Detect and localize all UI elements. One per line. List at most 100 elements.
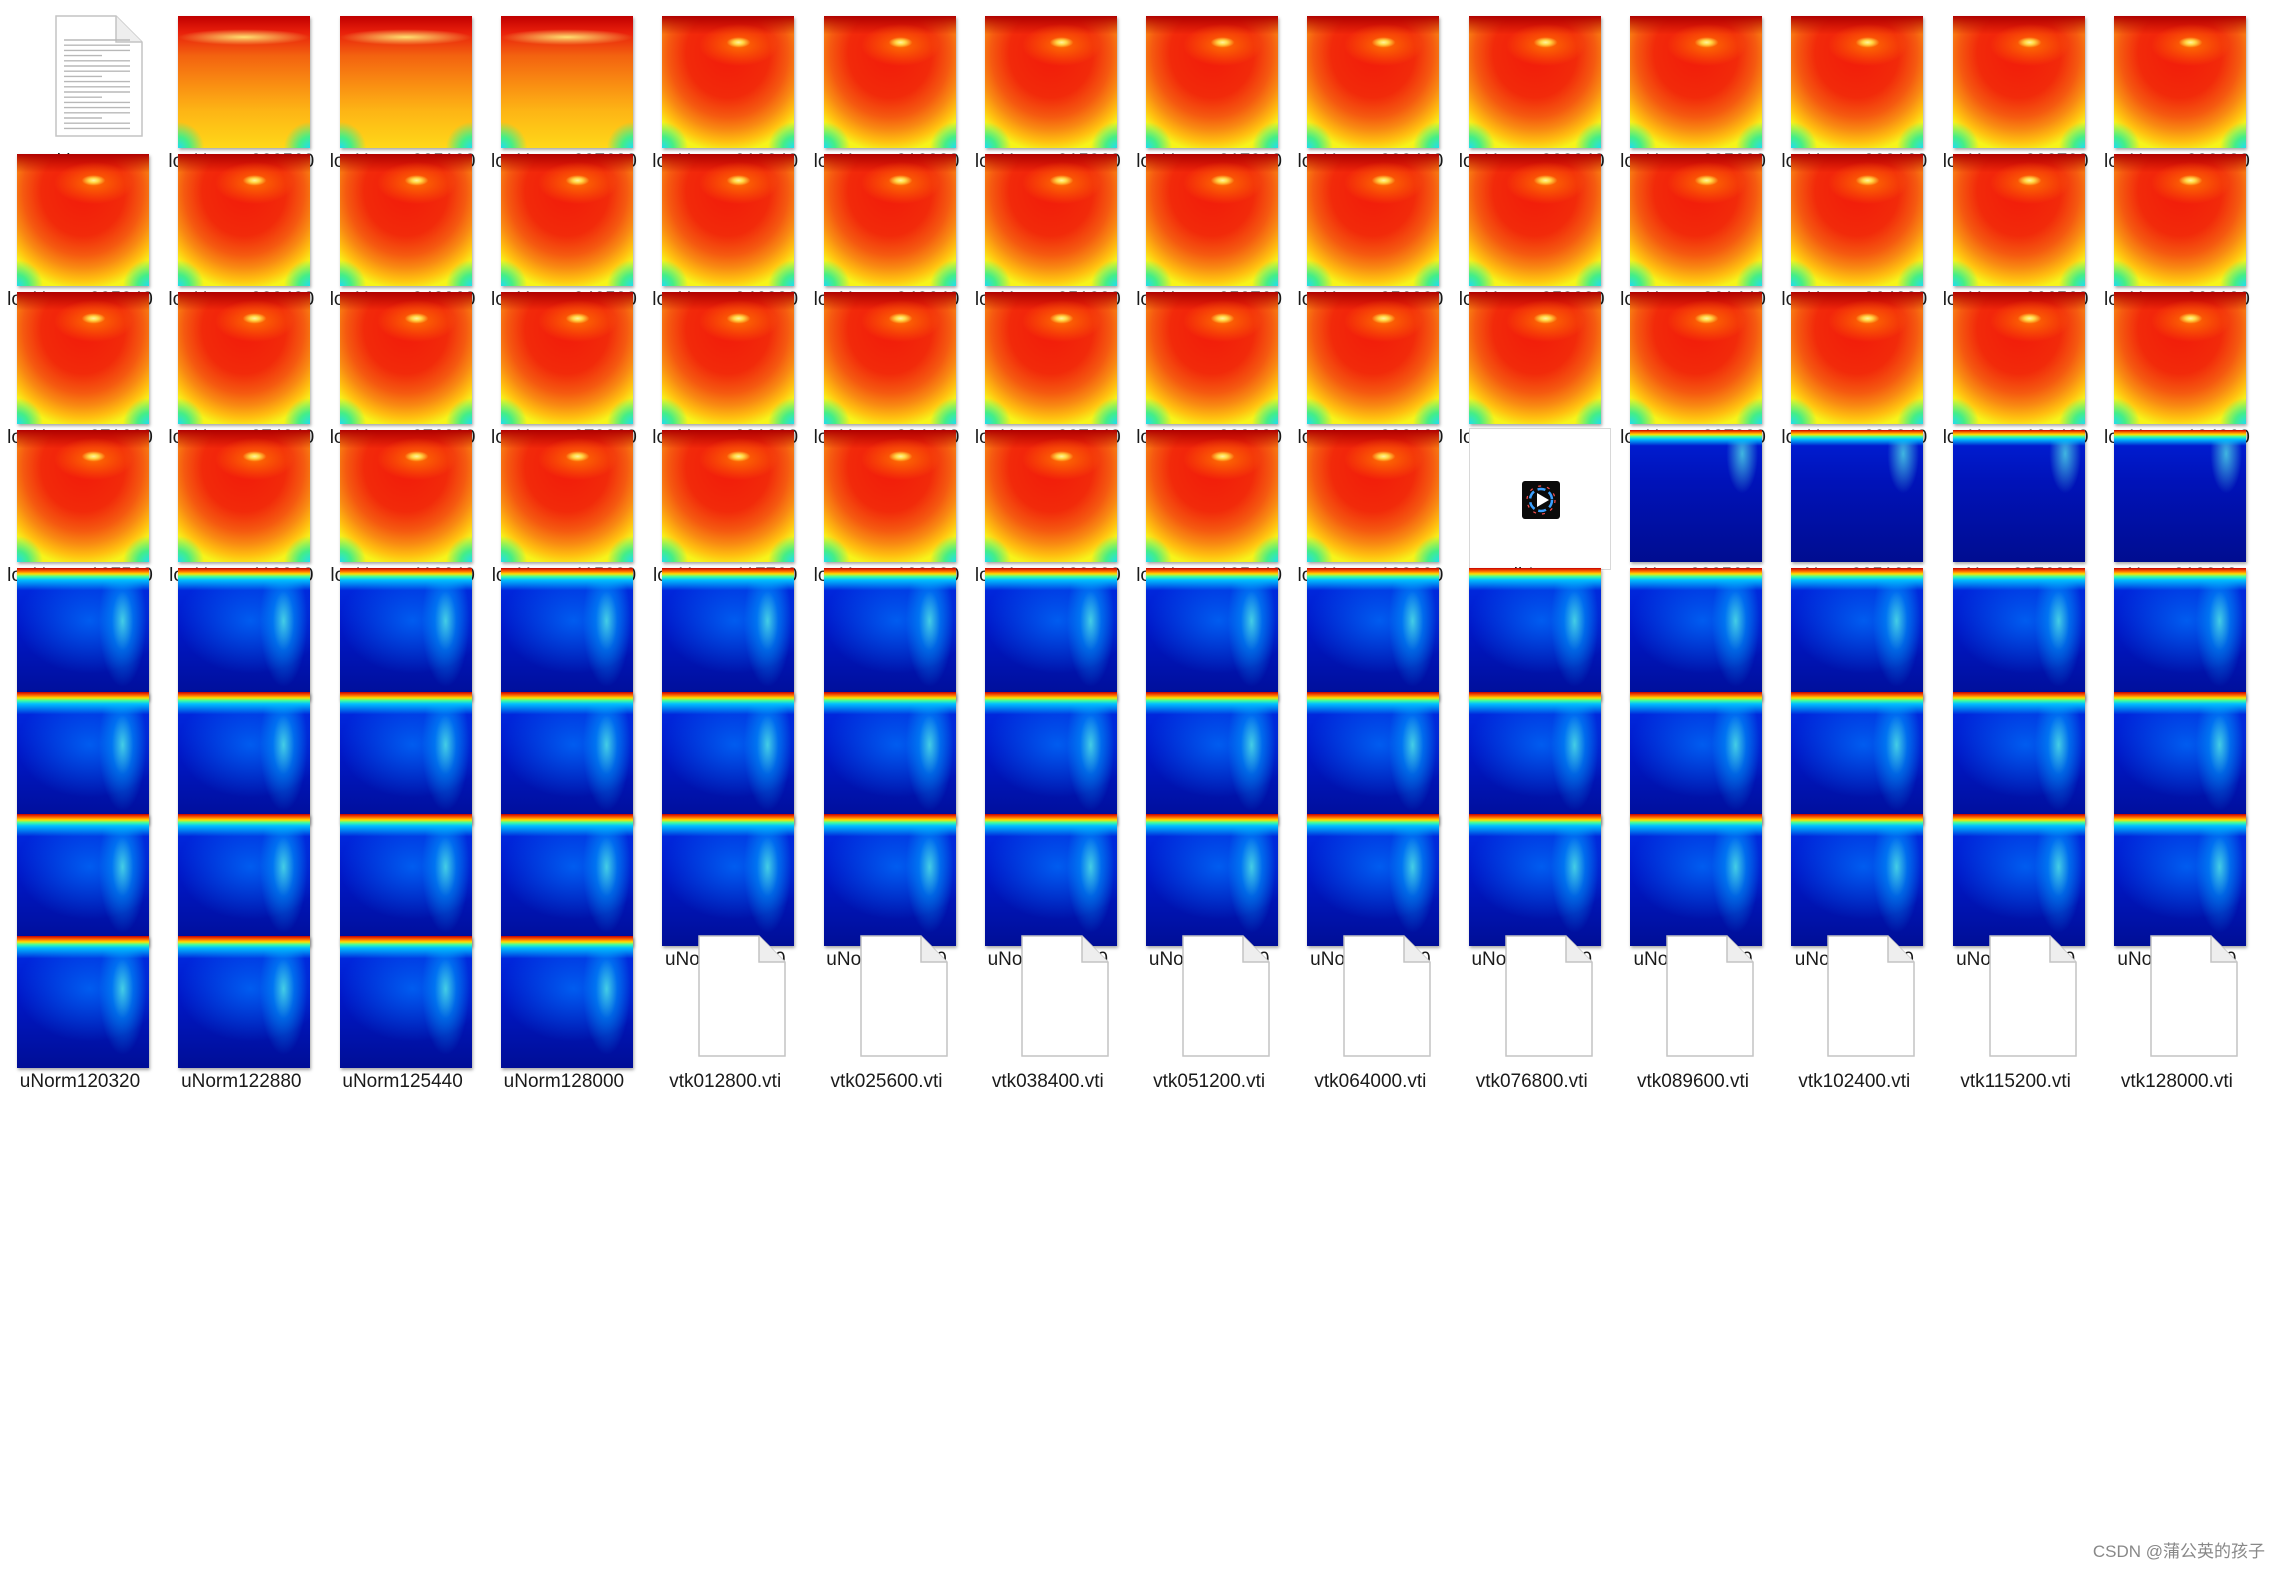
image-thumbnail: [500, 16, 633, 148]
file-item[interactable]: vtk128000.vti: [2097, 920, 2257, 1110]
image-thumbnail: [500, 814, 633, 946]
image-thumbnail: [1468, 568, 1601, 700]
image-thumbnail: [178, 692, 311, 824]
image-thumbnail: [1630, 430, 1762, 562]
image-thumbnail: [17, 568, 149, 700]
image-thumbnail: [1952, 568, 2085, 700]
image-thumbnail: [823, 292, 956, 424]
file-item[interactable]: vtk012800.vti: [645, 920, 805, 1110]
image-thumbnail: [500, 568, 633, 700]
image-thumbnail: [1952, 16, 2085, 148]
file-name-label: vtk064000.vti: [1314, 1071, 1427, 1092]
file-item[interactable]: logUnorm028160: [1774, 0, 1934, 190]
file-item[interactable]: uNorm115200: [1936, 798, 2096, 988]
file-item[interactable]: vtk025600.vti: [807, 920, 967, 1110]
image-thumbnail: [500, 154, 633, 286]
blank-file-icon: [1177, 934, 1273, 1060]
file-item[interactable]: logUnorm012800: [807, 0, 967, 190]
image-thumbnail: [1791, 814, 1924, 946]
image-thumbnail: [1791, 430, 1924, 562]
blank-file-icon: [1500, 934, 1596, 1060]
image-thumbnail: [178, 154, 311, 286]
image-thumbnail: [178, 814, 311, 946]
blank-file-icon: [693, 934, 789, 1060]
image-thumbnail: [339, 292, 472, 424]
file-item[interactable]: vtk064000.vti: [1290, 920, 1450, 1110]
image-thumbnail: [2113, 814, 2246, 946]
image-thumbnail: [339, 430, 472, 562]
image-thumbnail: [984, 692, 1117, 824]
image-thumbnail: [1146, 568, 1279, 700]
image-thumbnail: [17, 936, 149, 1068]
blank-file-icon: [1822, 934, 1918, 1060]
file-item[interactable]: uNorm128000: [484, 920, 644, 1110]
image-thumbnail: [1307, 16, 1440, 148]
image-thumbnail: [662, 430, 795, 562]
image-thumbnail: [17, 814, 149, 946]
file-item[interactable]: logUnorm128000: [1290, 414, 1450, 604]
image-thumbnail: [984, 430, 1117, 562]
image-thumbnail: [984, 568, 1117, 700]
image-thumbnail: [1307, 154, 1440, 286]
image-thumbnail: [823, 814, 956, 946]
file-item[interactable]: uNorm110080: [1613, 798, 1773, 988]
file-item[interactable]: uNorm046080: [2097, 552, 2257, 742]
file-item[interactable]: logUnorm020480: [1290, 0, 1450, 190]
image-thumbnail: [1146, 292, 1279, 424]
file-item[interactable]: plbLog: [1452, 414, 1612, 604]
image-thumbnail: [500, 292, 633, 424]
image-thumbnail: [17, 292, 149, 424]
image-thumbnail: [339, 692, 472, 824]
image-thumbnail: [1630, 154, 1762, 286]
file-item[interactable]: logUnorm069120: [2097, 138, 2257, 328]
file-item[interactable]: logUnorm087040: [968, 276, 1128, 466]
image-thumbnail: [1307, 430, 1440, 562]
blank-file-icon: [1016, 934, 1112, 1060]
image-thumbnail: [662, 692, 795, 824]
blank-file-icon: [855, 934, 951, 1060]
image-thumbnail: [823, 692, 956, 824]
file-item[interactable]: logUnorm097280: [1613, 276, 1773, 466]
blank-file-icon: [2145, 934, 2241, 1060]
file-item[interactable]: vtk089600.vti: [1613, 920, 1773, 1110]
file-item[interactable]: uNorm074240: [1613, 676, 1773, 866]
image-thumbnail: [1952, 292, 2085, 424]
image-thumbnail: [178, 568, 311, 700]
file-name-label: vtk038400.vti: [991, 1071, 1104, 1092]
image-thumbnail: [1468, 154, 1601, 286]
image-thumbnail: [339, 154, 472, 286]
file-item[interactable]: logUnorm010240: [645, 0, 805, 190]
file-item[interactable]: uNorm120320: [0, 920, 160, 1110]
file-item[interactable]: vtk051200.vti: [1129, 920, 1289, 1110]
file-item[interactable]: uNorm125440: [323, 920, 483, 1110]
image-thumbnail: [823, 16, 956, 148]
file-name-label: vtk089600.vti: [1637, 1071, 1749, 1092]
file-item[interactable]: logUnorm089600: [1129, 276, 1289, 466]
file-item[interactable]: vtk038400.vti: [968, 920, 1128, 1110]
file-item[interactable]: logUnorm061440: [1613, 138, 1773, 328]
image-thumbnail: [1630, 814, 1762, 946]
file-item[interactable]: logUnorm056320: [1290, 138, 1450, 328]
file-item[interactable]: uNorm122880: [161, 920, 321, 1110]
media-file-icon: [1468, 428, 1611, 570]
file-name-label: uNorm125440: [342, 1071, 463, 1092]
image-thumbnail: [178, 430, 311, 562]
file-item[interactable]: uNorm107520: [1452, 798, 1612, 988]
image-thumbnail: [662, 154, 795, 286]
file-item[interactable]: vtk076800.vti: [1452, 920, 1612, 1110]
image-thumbnail: [1791, 692, 1924, 824]
file-name-label: uNorm120320: [19, 1071, 141, 1092]
image-thumbnail: [1952, 814, 2085, 946]
image-thumbnail: [500, 430, 633, 562]
file-item[interactable]: logUnorm071680: [0, 276, 160, 466]
file-item[interactable]: uNorm053760: [323, 676, 483, 866]
file-item[interactable]: vtk102400.vti: [1774, 920, 1934, 1110]
file-item[interactable]: vtk115200.vti: [1936, 920, 2096, 1110]
image-thumbnail: [17, 154, 149, 286]
file-name-label: vtk025600.vti: [830, 1071, 943, 1092]
file-item[interactable]: logUnorm066560: [1936, 138, 2096, 328]
file-item[interactable]: logUnorm002560: [161, 0, 321, 190]
image-thumbnail: [339, 16, 472, 148]
image-thumbnail: [823, 430, 956, 562]
image-thumbnail: [1468, 292, 1601, 424]
